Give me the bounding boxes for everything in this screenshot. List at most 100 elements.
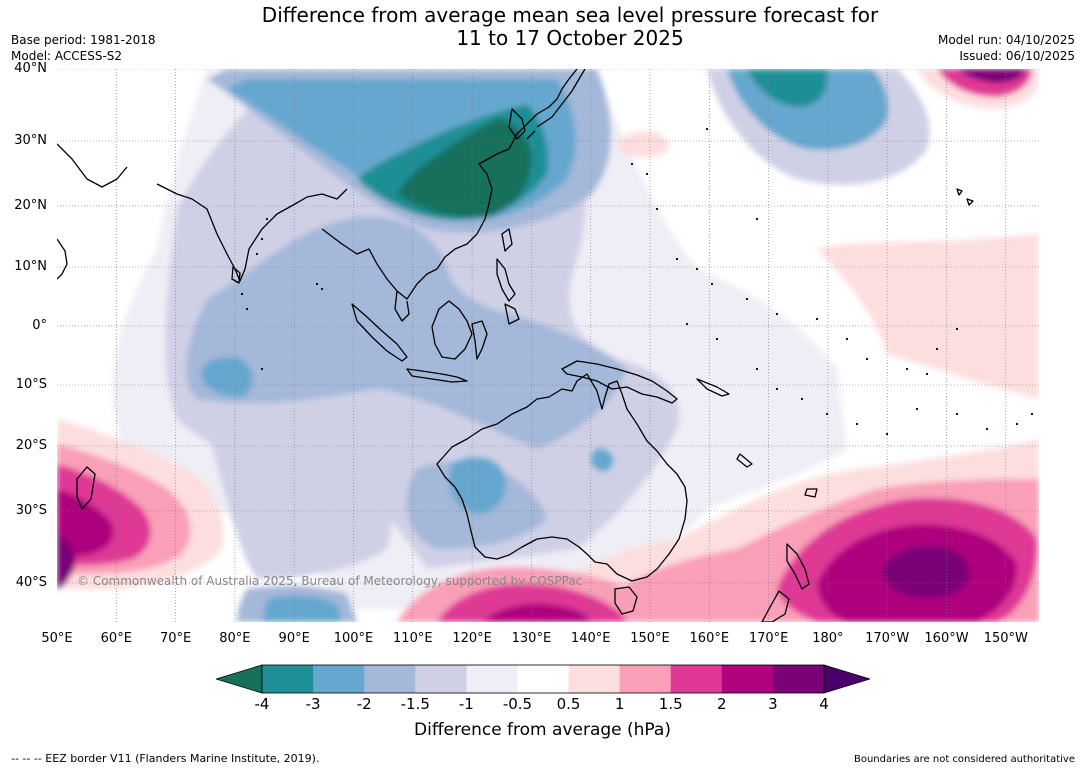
colorbar-tick-label: 2 [717, 695, 727, 713]
colorbar-tick-label: -1 [458, 695, 474, 713]
colorbar-segment [364, 665, 416, 693]
lon-label: 150°W [983, 631, 1028, 646]
model-name: Model: ACCESS-S2 [11, 49, 123, 63]
colorbar-segment [313, 665, 365, 693]
lat-label: 10°S [15, 377, 47, 392]
colorbar-tick-label: -2 [356, 695, 372, 713]
island-dot [655, 207, 659, 211]
lat-label: 10°N [14, 259, 47, 274]
lat-label: 20°S [15, 438, 47, 453]
copyright: © Commonwealth of Australia 2025, Bureau… [77, 574, 583, 588]
lat-label: 30°N [14, 133, 47, 148]
map-panel [57, 69, 1039, 622]
colorbar-label: Difference from average (hPa) [414, 720, 671, 740]
island-dot [755, 367, 759, 371]
island-dot [245, 307, 249, 311]
colorbar-extend-low [214, 664, 263, 694]
colorbar-segment [466, 665, 518, 693]
lon-label: 180° [812, 631, 844, 646]
island-dot [825, 412, 829, 416]
island-dot [645, 172, 649, 176]
colorbar-segment [415, 665, 467, 693]
island-dot [845, 337, 849, 341]
colorbar-svg [214, 664, 872, 694]
island-dot [260, 237, 264, 241]
lon-label: 60°E [100, 631, 132, 646]
eez-note: -- -- -- EEZ border V11 (Flanders Marine… [11, 752, 320, 765]
anomaly-field [57, 69, 1039, 622]
island-dot [775, 312, 779, 316]
meta-left: Base period: 1981-2018 Model: ACCESS-S2 [11, 32, 156, 64]
island-dot [685, 322, 689, 326]
coastlines [57, 69, 974, 622]
colorbar-extend-high [823, 664, 872, 694]
island-dot [675, 257, 679, 261]
title-line-1: Difference from average mean sea level p… [261, 3, 879, 27]
chart-title: Difference from average mean sea level p… [0, 4, 1085, 50]
boundaries-note: Boundaries are not considered authoritat… [853, 754, 1075, 765]
island-dot [1015, 422, 1019, 426]
lat-label: 40°S [15, 575, 47, 590]
island-dot [755, 217, 759, 221]
island-dot [925, 372, 929, 376]
island-dot [855, 422, 859, 426]
colorbar-tick-label: -1.5 [400, 695, 430, 713]
lat-label: 40°N [14, 61, 47, 76]
base-period: Base period: 1981-2018 [11, 33, 156, 47]
lon-label: 160°W [924, 631, 969, 646]
colorbar-segment [517, 665, 570, 693]
island-dot [715, 337, 719, 341]
lon-label: 130°E [511, 631, 552, 646]
island-dot [800, 397, 804, 401]
graticule [57, 69, 1039, 622]
lon-label: 170°E [748, 631, 789, 646]
colorbar-segment [670, 665, 723, 693]
model-run: Model run: 04/10/2025 [937, 33, 1075, 47]
map-canvas [57, 69, 1039, 622]
lat-label: 0° [32, 318, 47, 333]
lon-label: 140°E [570, 631, 611, 646]
lat-label: 20°N [14, 198, 47, 213]
lon-label: 50°E [41, 631, 73, 646]
island-dot [315, 282, 319, 286]
lon-label: 90°E [278, 631, 310, 646]
colorbar-tick-label: -3 [305, 695, 321, 713]
lon-label: 110°E [393, 631, 433, 646]
lon-label: 160°E [689, 631, 730, 646]
colorbar [214, 664, 872, 694]
island-dot [815, 317, 819, 321]
island-dot [1030, 412, 1034, 416]
island-dot [240, 292, 244, 296]
lon-label: 170°W [865, 631, 910, 646]
island-dot [775, 387, 779, 391]
lon-label: 100°E [333, 631, 374, 646]
colorbar-tick-label: 4 [819, 695, 829, 713]
island-dot [630, 162, 634, 166]
colorbar-tick-label: 0.5 [556, 695, 581, 713]
island-dot [745, 297, 749, 301]
colorbar-segment [568, 665, 621, 693]
colorbar-tick-label: 3 [768, 695, 778, 713]
island-dot [260, 367, 264, 371]
colorbar-tick-label: 1 [614, 695, 625, 713]
colorbar-segment [721, 665, 774, 693]
lon-label: 120°E [452, 631, 492, 646]
issued-date: Issued: 06/10/2025 [959, 49, 1075, 63]
colorbar-tick-label: -0.5 [502, 695, 533, 713]
lon-label: 80°E [219, 631, 251, 646]
island-dot [955, 412, 959, 416]
lon-label: 150°E [630, 631, 670, 646]
title-line-2: 11 to 17 October 2025 [456, 26, 684, 50]
colorbar-outline [261, 664, 825, 694]
meta-right: Model run: 04/10/2025 Issued: 06/10/2025 [938, 32, 1075, 64]
colorbar-segment [619, 665, 672, 693]
island-dot [935, 347, 939, 351]
island-dot [255, 252, 259, 256]
island-dot [695, 267, 699, 271]
island-dot [985, 427, 989, 431]
island-dot [915, 407, 919, 411]
island-dot [705, 127, 709, 131]
island-dot [905, 367, 909, 371]
island-dots [240, 127, 1034, 436]
lat-label: 30°S [15, 503, 47, 518]
